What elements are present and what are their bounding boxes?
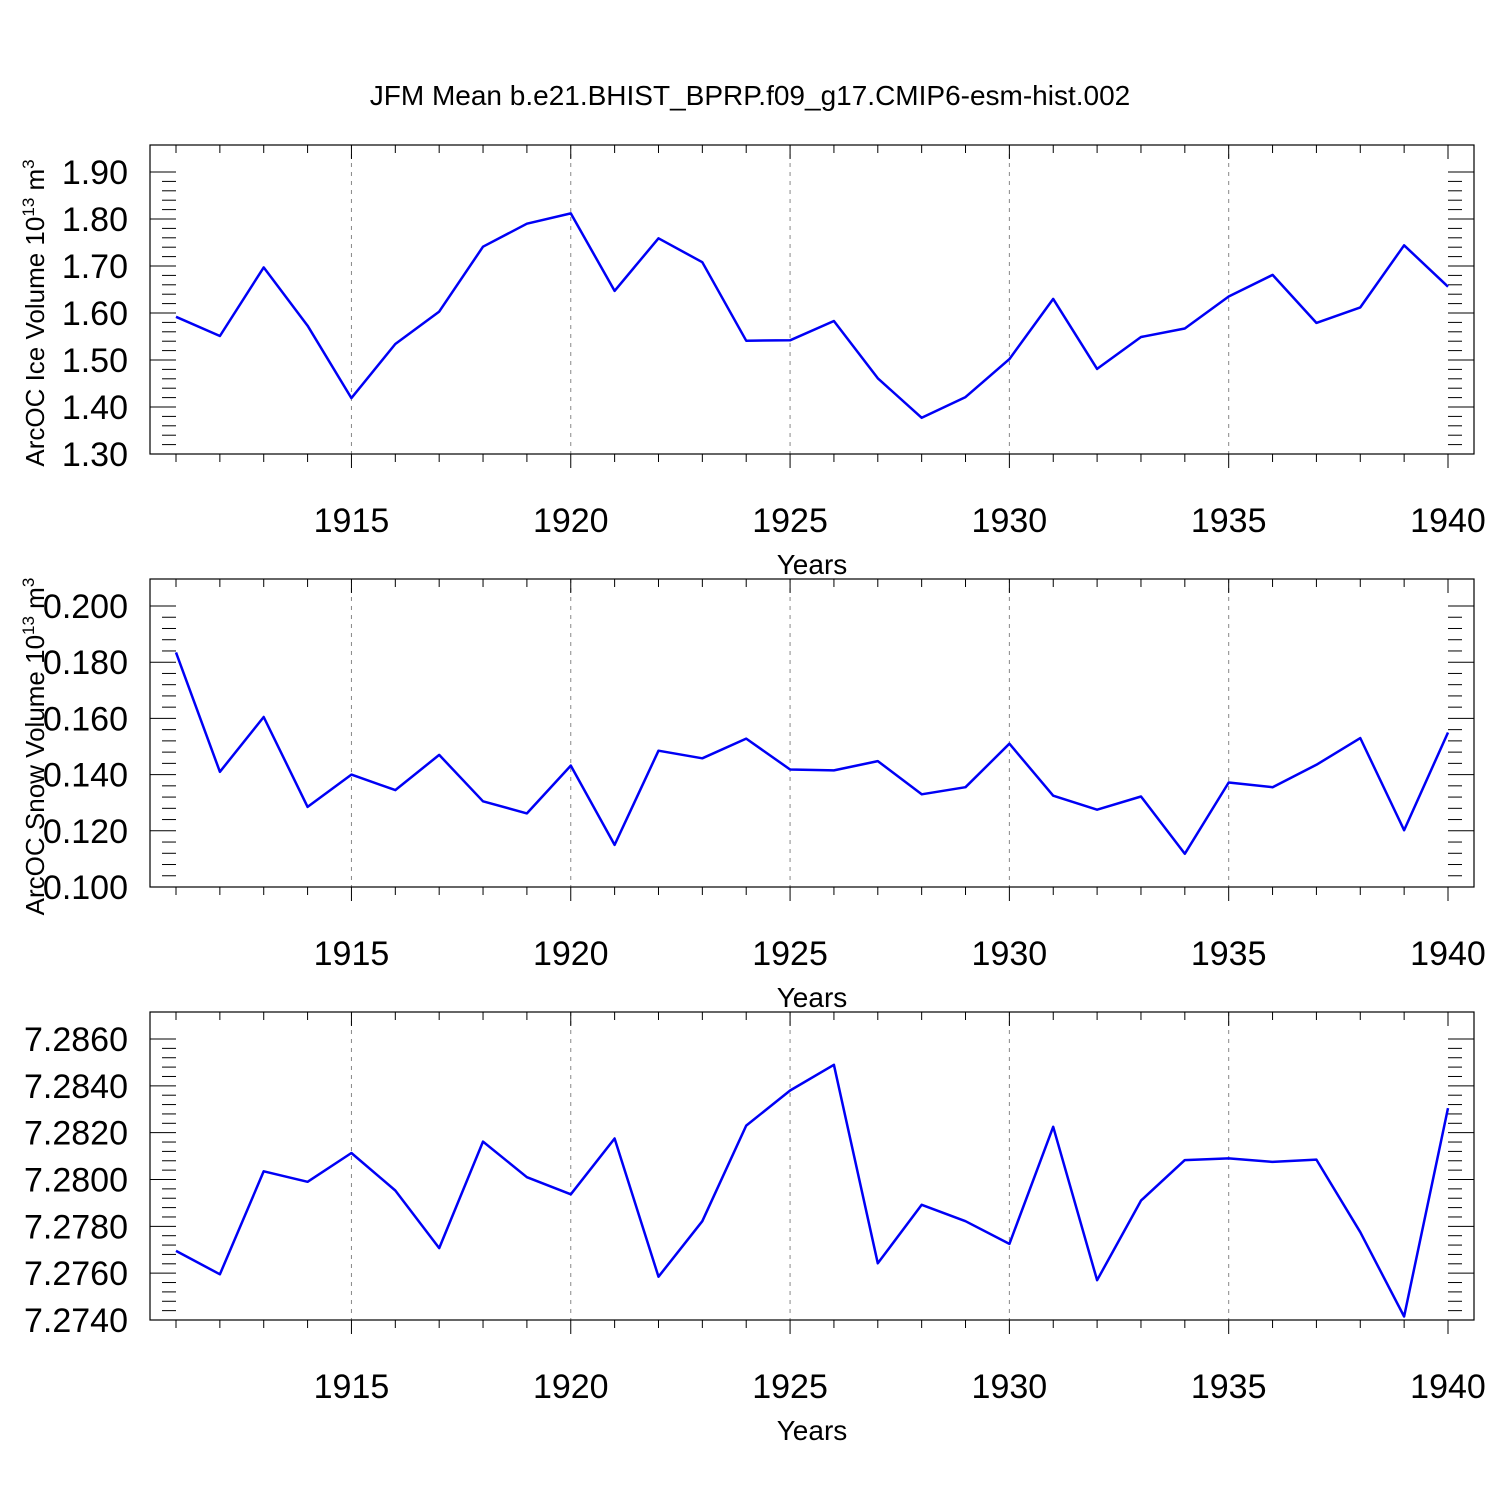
x-tick-label: 1915 xyxy=(314,1368,390,1406)
y-tick-label: 1.80 xyxy=(62,201,128,239)
y-tick-label: 0.160 xyxy=(43,700,128,738)
series-line xyxy=(175,212,1449,420)
y-tick-label: 7.2780 xyxy=(24,1208,128,1246)
y-tick-label: 7.2860 xyxy=(24,1021,128,1059)
chart-title: JFM Mean b.e21.BHIST_BPRP.f09_g17.CMIP6-… xyxy=(370,80,1131,111)
y-tick-label: 1.40 xyxy=(62,389,128,427)
x-tick-label: 1935 xyxy=(1191,502,1267,540)
y-tick-label: 1.50 xyxy=(62,342,128,380)
y-tick-label: 1.60 xyxy=(62,295,128,333)
y-tick-label: 0.180 xyxy=(43,644,128,682)
plot-frame xyxy=(149,1011,1475,1321)
chart-panels: 1.30 1.40 1.50 1.60 1.70 1.80 1.90 1915 1920 1925… xyxy=(19,144,1486,1446)
plot-frame xyxy=(149,144,1475,455)
y-axis-label: ArcOC Snow Volume 1013 m3 xyxy=(19,578,50,916)
plot-frame xyxy=(149,578,1475,888)
x-tick-label: 1940 xyxy=(1410,502,1486,540)
y-tick-label: 1.30 xyxy=(62,436,128,474)
y-tick-label: 7.2760 xyxy=(24,1255,128,1293)
y-tick-label: 0.140 xyxy=(43,757,128,795)
y-tick-label: 7.2800 xyxy=(24,1162,128,1200)
panel-1: 1.30 1.40 1.50 1.60 1.70 1.80 1.90 1915 1920 1925… xyxy=(19,144,1486,580)
series-line xyxy=(175,1063,1450,1318)
y-tick-label: 7.2840 xyxy=(24,1068,128,1106)
series-line xyxy=(174,651,1450,856)
y-tick-label: 0.200 xyxy=(43,588,128,626)
y-tick-label: 1.90 xyxy=(62,154,128,192)
x-tick-label: 1925 xyxy=(752,502,828,540)
x-tick-label: 1930 xyxy=(972,502,1048,540)
panel-3: 7.2740 7.2760 7.2780 7.2800 7.2820 7.2840 7.28… xyxy=(24,1011,1486,1446)
x-tick-label: 1920 xyxy=(533,502,609,540)
y-tick-label: 7.2740 xyxy=(24,1302,128,1340)
x-tick-label: 1940 xyxy=(1410,935,1486,973)
y-tick-label: 1.70 xyxy=(62,248,128,286)
x-axis-label: Years xyxy=(777,549,848,580)
y-tick-label: 7.2820 xyxy=(24,1115,128,1153)
x-tick-label: 1925 xyxy=(752,935,828,973)
x-tick-label: 1920 xyxy=(533,935,609,973)
x-tick-label: 1935 xyxy=(1191,1368,1267,1406)
y-tick-label: 0.100 xyxy=(43,869,128,907)
y-tick-label: 0.120 xyxy=(43,813,128,851)
x-axis-label: Years xyxy=(777,1415,848,1446)
x-tick-label: 1930 xyxy=(972,935,1048,973)
x-tick-label: 1930 xyxy=(972,1368,1048,1406)
x-tick-label: 1915 xyxy=(314,502,390,540)
x-tick-label: 1925 xyxy=(752,1368,828,1406)
x-tick-label: 1940 xyxy=(1410,1368,1486,1406)
x-tick-label: 1935 xyxy=(1191,935,1267,973)
y-axis-label: ArcOC Ice Volume 1013 m3 xyxy=(19,159,50,466)
x-tick-label: 1915 xyxy=(314,935,390,973)
panel-2: 0.100 0.120 0.140 0.160 0.180 0.200 1915 1920 19… xyxy=(19,578,1486,1013)
x-axis-label: Years xyxy=(777,982,848,1013)
x-tick-label: 1920 xyxy=(533,1368,609,1406)
